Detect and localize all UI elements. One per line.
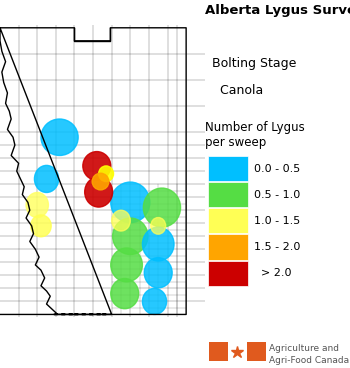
Text: Number of Lygus
per sweep: Number of Lygus per sweep [205, 121, 304, 149]
Text: Canola: Canola [212, 84, 263, 97]
Ellipse shape [99, 166, 113, 181]
Text: Alberta Lygus Survey: Alberta Lygus Survey [205, 4, 350, 17]
Text: Bolting Stage: Bolting Stage [212, 57, 296, 70]
Ellipse shape [112, 210, 130, 231]
Text: 0.5 - 1.0: 0.5 - 1.0 [254, 190, 300, 200]
Ellipse shape [111, 182, 150, 223]
Ellipse shape [85, 177, 113, 207]
Ellipse shape [113, 218, 148, 255]
Ellipse shape [92, 173, 109, 190]
Text: 1.5 - 2.0: 1.5 - 2.0 [254, 242, 301, 252]
Text: 1.0 - 1.5: 1.0 - 1.5 [254, 216, 300, 226]
Bar [208, 182, 248, 207]
Bar [208, 261, 248, 286]
Polygon shape [0, 28, 186, 314]
Ellipse shape [83, 152, 111, 180]
Ellipse shape [34, 165, 59, 192]
Ellipse shape [111, 279, 139, 309]
Text: > 2.0: > 2.0 [254, 268, 292, 278]
Ellipse shape [142, 227, 174, 261]
Bar [209, 343, 228, 361]
Text: 0.0 - 0.5: 0.0 - 0.5 [254, 164, 300, 174]
Bar [247, 343, 266, 361]
Bar [208, 234, 248, 259]
Ellipse shape [151, 217, 166, 234]
Ellipse shape [41, 119, 78, 156]
Text: Agriculture and: Agriculture and [269, 344, 339, 353]
Bar [208, 156, 248, 181]
Ellipse shape [144, 188, 181, 227]
Ellipse shape [111, 248, 142, 282]
Bar [228, 343, 247, 361]
Text: Agri-Food Canada: Agri-Food Canada [269, 356, 349, 365]
Ellipse shape [142, 289, 167, 314]
Ellipse shape [144, 258, 172, 288]
Bar [208, 208, 248, 233]
Ellipse shape [31, 215, 51, 237]
Ellipse shape [26, 192, 48, 217]
